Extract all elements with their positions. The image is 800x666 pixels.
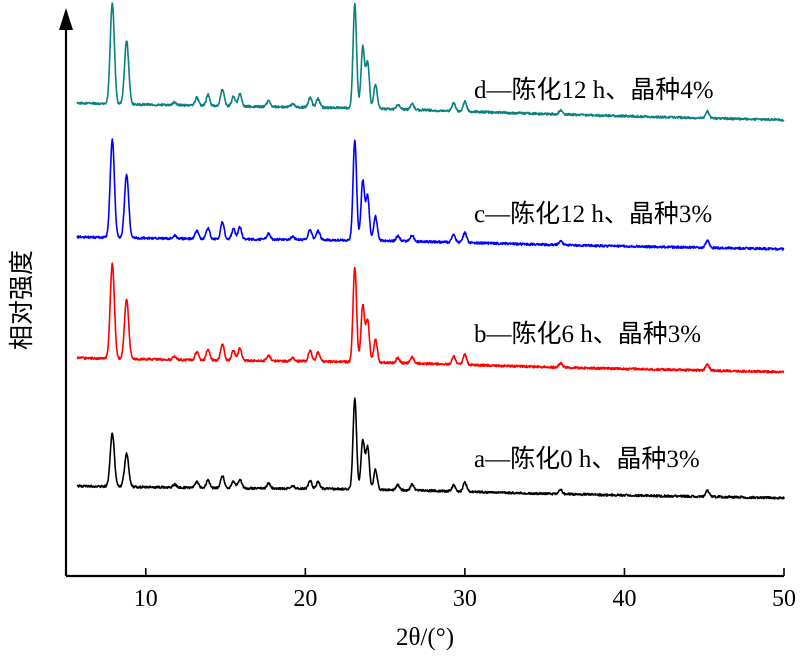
series-line <box>76 2 785 122</box>
y-axis-arrow <box>59 8 73 30</box>
series-traces <box>76 2 785 500</box>
x-axis-label: 2θ/(°) <box>396 624 454 651</box>
x-tick-label: 10 <box>134 586 158 612</box>
series-label: b—陈化6 h、晶种3% <box>474 320 701 348</box>
y-axis-label: 相对强度 <box>8 250 36 350</box>
series-label: a—陈化0 h、晶种3% <box>474 445 700 473</box>
axes <box>59 8 784 578</box>
series-labels: a—陈化0 h、晶种3% b—陈化6 h、晶种3% c—陈化12 h、晶种3% d—陈… <box>474 76 714 473</box>
series-label: d—陈化12 h、晶种4% <box>474 76 714 104</box>
series-label: c—陈化12 h、晶种3% <box>474 200 712 228</box>
x-tick-label: 50 <box>772 586 796 612</box>
series-line <box>76 138 785 251</box>
x-tick-label: 30 <box>453 586 477 612</box>
x-tick-label: 20 <box>293 586 317 612</box>
series-line <box>76 262 785 374</box>
series-line <box>76 397 785 500</box>
x-tick-label: 40 <box>612 586 636 612</box>
x-ticks: 10 20 30 40 50 <box>134 568 796 612</box>
